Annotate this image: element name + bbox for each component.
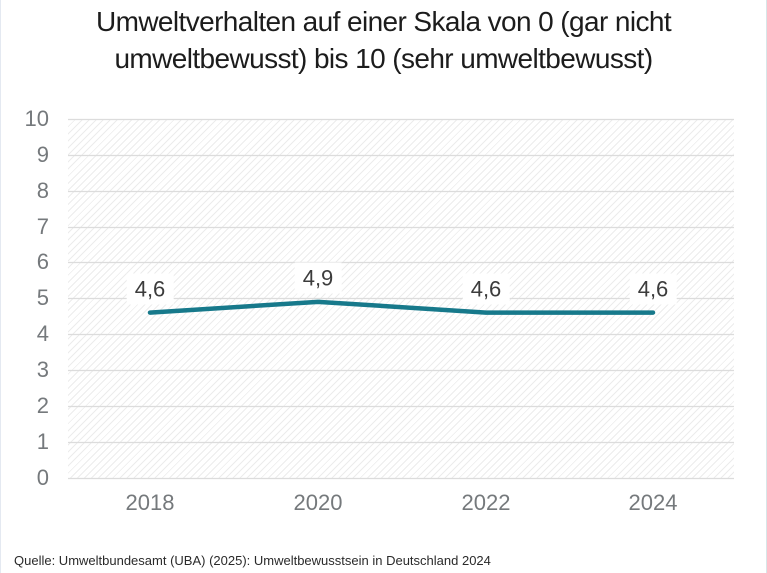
y-tick-label: 2 xyxy=(36,392,49,418)
y-tick-label: 6 xyxy=(36,249,49,275)
data-label: 4,6 xyxy=(126,273,174,305)
chart-title: Umweltverhalten auf einer Skala von 0 (g… xyxy=(1,3,766,77)
chart-title-line-1: Umweltverhalten auf einer Skala von 0 (g… xyxy=(95,6,672,37)
source-note: Quelle: Umweltbundesamt (UBA) (2025): Um… xyxy=(14,553,491,568)
x-tick-label: 2022 xyxy=(461,490,511,515)
y-tick-label: 8 xyxy=(36,177,49,203)
plot-canvas xyxy=(68,118,734,480)
y-tick-label: 1 xyxy=(36,428,49,454)
x-tick-label: 2024 xyxy=(628,490,678,515)
y-tick-label: 0 xyxy=(36,464,49,490)
y-tick-label: 5 xyxy=(36,285,49,311)
x-tick-label: 2018 xyxy=(125,490,175,515)
data-label: 4,9 xyxy=(294,262,342,294)
y-tick-label: 7 xyxy=(36,213,49,239)
y-tick-label: 3 xyxy=(36,356,49,382)
x-tick-label: 2020 xyxy=(293,490,343,515)
y-tick-label: 4 xyxy=(36,321,49,347)
data-label: 4,6 xyxy=(629,273,677,305)
y-tick-label: 9 xyxy=(36,141,49,167)
y-tick-label: 10 xyxy=(24,106,49,131)
data-label: 4,6 xyxy=(462,273,510,305)
chart-title-line-2: umweltbewusst) bis 10 (sehr umweltbewuss… xyxy=(114,43,653,74)
plot-area xyxy=(68,118,734,480)
